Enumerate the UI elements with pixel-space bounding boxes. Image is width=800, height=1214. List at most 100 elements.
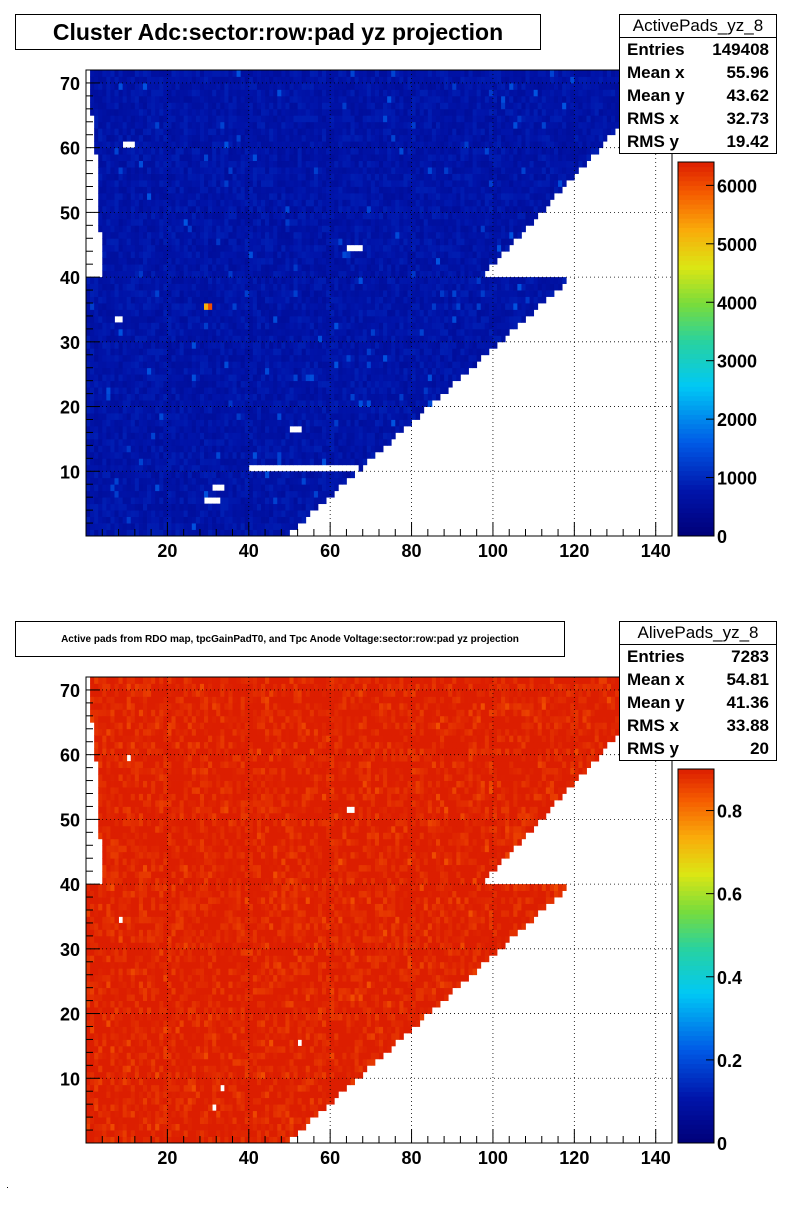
heatmap-cell — [122, 309, 128, 317]
heatmap-cell — [338, 438, 343, 446]
heatmap-cell — [159, 231, 164, 239]
heatmap-cell — [354, 315, 360, 323]
heatmap-cell — [183, 425, 189, 433]
heatmap-cell — [228, 296, 233, 304]
heatmap-cell — [167, 315, 172, 323]
heatmap-cell — [273, 173, 278, 181]
heatmap-cell — [212, 348, 217, 356]
heatmap-cell — [195, 516, 201, 524]
heatmap-cell — [110, 296, 115, 304]
heatmap-cell — [342, 413, 347, 420]
heatmap-cell — [395, 212, 400, 220]
heatmap-cell — [505, 277, 510, 284]
heatmap-cell — [147, 348, 152, 356]
heatmap-cell — [309, 192, 315, 200]
heatmap-cell — [484, 296, 490, 304]
heatmap-cell — [260, 335, 266, 343]
heatmap-cell — [167, 503, 172, 511]
heatmap-cell — [297, 244, 303, 252]
heatmap-cell — [476, 212, 482, 220]
heatmap-cell — [419, 348, 425, 356]
heatmap-cell — [130, 497, 136, 505]
heatmap-cell — [330, 413, 335, 420]
heatmap-cell — [118, 192, 124, 200]
heatmap-cell — [118, 225, 124, 233]
heatmap-cell — [130, 438, 136, 446]
heatmap-cell — [171, 270, 176, 278]
heatmap-cell — [358, 406, 364, 414]
heatmap-cell — [142, 225, 148, 233]
heatmap-cell — [122, 477, 128, 485]
heatmap-cell — [248, 283, 254, 291]
heatmap-cell — [171, 380, 176, 388]
heatmap-cell — [122, 374, 128, 382]
heatmap-cell — [86, 348, 91, 356]
heatmap-cell — [358, 270, 364, 278]
heatmap-cell — [171, 341, 176, 349]
heatmap-cell — [175, 516, 180, 524]
heatmap-cell — [379, 231, 384, 239]
heatmap-cell — [269, 497, 274, 505]
heatmap-cell — [183, 283, 189, 291]
heatmap-cell — [179, 516, 185, 524]
heatmap-cell — [277, 173, 282, 181]
heatmap-cell — [118, 361, 124, 369]
heatmap-cell — [317, 387, 323, 395]
heatmap-cell — [281, 477, 286, 485]
heatmap-cell — [431, 244, 437, 252]
heatmap-cell — [358, 425, 364, 433]
heatmap-cell — [265, 186, 270, 194]
heatmap-cell — [415, 290, 421, 297]
heatmap-cell — [334, 180, 339, 187]
heatmap-cell — [236, 180, 242, 187]
heatmap-cell — [370, 231, 376, 239]
heatmap-cell — [448, 205, 453, 213]
heatmap-cell — [199, 173, 205, 181]
heatmap-cell — [252, 205, 258, 213]
heatmap-cell — [374, 238, 380, 246]
heatmap-cell — [199, 445, 205, 453]
heatmap-cell — [118, 186, 124, 194]
heatmap-cell — [281, 354, 286, 362]
heatmap-cell — [273, 516, 278, 524]
heatmap-cell — [256, 516, 262, 524]
heatmap-cell — [163, 186, 168, 194]
heatmap-cell — [252, 425, 258, 433]
heatmap-cell — [199, 309, 205, 317]
heatmap-cell — [191, 464, 197, 472]
heatmap-cell — [94, 413, 99, 420]
heatmap-cell — [244, 361, 250, 369]
heatmap-cell — [236, 192, 242, 200]
heatmap-cell — [423, 354, 429, 362]
heatmap-cell — [167, 251, 172, 259]
heatmap-cell — [358, 387, 364, 395]
heatmap-cell — [435, 328, 441, 336]
heatmap-cell — [260, 212, 266, 220]
heatmap-cell — [391, 380, 396, 388]
heatmap-cell — [301, 503, 307, 511]
heatmap-cell — [334, 192, 339, 200]
heatmap-cell — [440, 225, 445, 233]
heatmap-cell — [208, 264, 213, 272]
heatmap-cell — [460, 218, 465, 226]
heatmap-cell — [130, 264, 136, 272]
heatmap-cell — [232, 510, 237, 517]
heatmap-cell — [171, 264, 176, 272]
heatmap-cell — [106, 244, 111, 252]
heatmap-cell — [452, 180, 457, 187]
heatmap-cell — [216, 432, 221, 440]
heatmap-cell — [167, 438, 172, 446]
heatmap-cell — [305, 374, 311, 382]
heatmap-cell — [118, 218, 124, 226]
heatmap-cell — [362, 238, 368, 246]
heatmap-cell — [448, 218, 453, 226]
heatmap-cell — [370, 393, 376, 401]
heatmap-cell — [488, 218, 494, 226]
heatmap-cell — [183, 290, 189, 297]
heatmap-cell — [244, 413, 250, 420]
heatmap-cell — [529, 192, 535, 200]
heatmap-cell — [289, 264, 294, 272]
heatmap-cell — [289, 296, 294, 304]
heatmap-cell — [431, 354, 437, 362]
heatmap-cell — [480, 192, 486, 200]
